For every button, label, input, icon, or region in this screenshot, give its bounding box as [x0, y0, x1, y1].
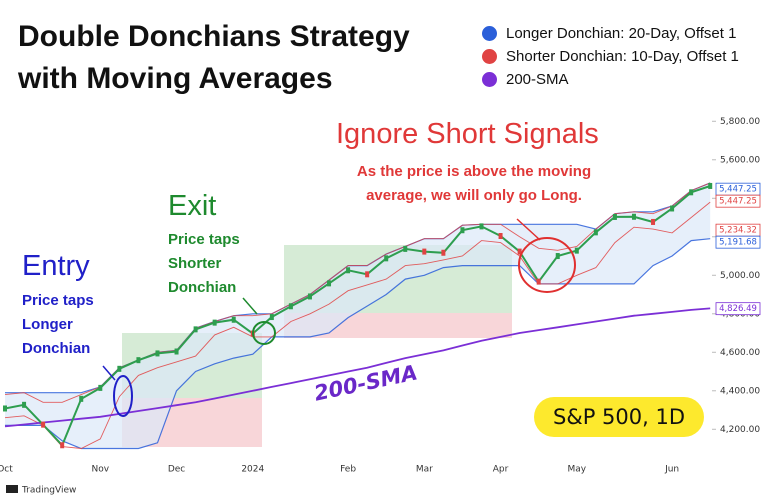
legend-entry: 200-SMA — [482, 68, 739, 91]
price-point — [498, 233, 503, 240]
entry-title: Entry — [22, 250, 90, 282]
price-point — [536, 278, 541, 285]
price-point — [593, 229, 598, 236]
price-point — [307, 293, 312, 300]
y-tick-label: 5,000.00 — [720, 271, 760, 281]
price-point — [651, 218, 656, 225]
legend-entry: Shorter Donchian: 10-Day, Offset 1 — [482, 45, 739, 68]
legend-swatch — [482, 72, 497, 87]
y-tick-label: 4,400.00 — [720, 386, 760, 396]
donchian-lower — [5, 238, 711, 450]
price-point — [574, 247, 579, 254]
price-point — [117, 365, 122, 372]
x-tick-label: 2024 — [241, 465, 264, 475]
sma-line — [4, 307, 711, 428]
entry-arrow — [102, 365, 116, 381]
legend-entry: Longer Donchian: 20-Day, Offset 1 — [482, 22, 739, 45]
x-tick-label: Feb — [340, 465, 356, 475]
price-point — [288, 303, 293, 310]
price-line — [4, 185, 711, 448]
legend-swatch — [482, 49, 497, 64]
brand: TradingView — [21, 486, 76, 496]
price-point — [670, 205, 675, 212]
price-label: 5,191.68 — [719, 238, 757, 248]
price-point — [231, 316, 236, 323]
price-label-box — [715, 194, 761, 208]
legend-label: Longer Donchian: 20-Day, Offset 1 — [506, 25, 737, 42]
price-point — [689, 189, 694, 196]
price-label: 5,447.25 — [719, 197, 757, 207]
price-point — [60, 442, 65, 449]
price-point — [269, 314, 274, 321]
entry-circle — [113, 375, 133, 417]
price-label-box — [715, 302, 761, 316]
price-point — [174, 348, 179, 355]
plot: 4,200.004,400.004,600.004,800.005,000.00… — [0, 117, 761, 475]
price-point — [98, 384, 103, 391]
x-tick-label: Mar — [416, 465, 433, 475]
ignore-circle — [518, 237, 576, 293]
legend-swatch — [482, 26, 497, 41]
price-label: 5,234.32 — [719, 226, 757, 236]
legend: Longer Donchian: 20-Day, Offset 1 Shorter… — [482, 22, 739, 91]
x-tick-label: Oct — [0, 465, 13, 475]
price-point — [403, 245, 408, 252]
price-point — [22, 401, 27, 408]
price-point — [517, 248, 522, 255]
price-point — [3, 405, 7, 412]
price-point — [365, 271, 370, 278]
price-point — [155, 350, 160, 357]
chart-title: Double Donchians Strategy with Moving Av… — [18, 20, 410, 95]
price-point — [708, 182, 713, 189]
x-tick-label: Apr — [493, 465, 509, 475]
price-point — [327, 280, 332, 287]
entry-text: Price taps Longer Donchian — [22, 292, 94, 357]
price-point — [479, 223, 484, 230]
ignore-arrow — [516, 218, 541, 241]
price-point — [384, 255, 389, 262]
symbol-badge — [534, 397, 704, 437]
x-tick-label: Dec — [168, 465, 185, 475]
price-point — [193, 326, 198, 333]
price-point — [460, 227, 465, 234]
price-label: 5,447.25 — [719, 185, 757, 195]
exit-title: Exit — [168, 190, 217, 222]
symbol: S&P 500, 1D — [553, 405, 685, 429]
exit-arrow — [242, 297, 258, 315]
y-tick-label: 4,200.00 — [720, 425, 760, 435]
price-point — [441, 249, 446, 256]
ignore-title: Ignore Short Signals — [336, 118, 599, 150]
price-point — [136, 357, 141, 364]
price-label: 4,826.49 — [719, 304, 757, 314]
y-tick-label: 5,800.00 — [720, 117, 760, 127]
price-point — [41, 421, 46, 428]
price-point — [79, 395, 84, 402]
price-point — [612, 213, 617, 220]
price-point — [631, 213, 636, 220]
band-fill — [5, 182, 711, 449]
price-point — [346, 267, 351, 274]
donchian-lower — [4, 201, 711, 449]
y-tick-label: 4,600.00 — [720, 348, 760, 358]
x-tick-label: Jun — [664, 465, 679, 475]
price-point — [212, 319, 217, 326]
price-point — [422, 248, 427, 255]
legend-label: 200-SMA — [506, 71, 569, 88]
x-tick-label: May — [567, 465, 586, 475]
price-point — [555, 253, 560, 260]
x-tick-label: Nov — [92, 465, 110, 475]
exit-text: Price taps Shorter Donchian — [168, 231, 240, 296]
markers: S&P 500, 1D 200-SMA TradingView — [6, 218, 704, 496]
exit-circle — [252, 321, 276, 345]
legend-label: Shorter Donchian: 10-Day, Offset 1 — [506, 48, 739, 65]
ignore-text: As the price is above the moving average… — [356, 163, 592, 204]
brand-logo — [6, 485, 18, 493]
price-label-box — [715, 235, 761, 249]
y-tick-label: 5,600.00 — [720, 155, 760, 165]
